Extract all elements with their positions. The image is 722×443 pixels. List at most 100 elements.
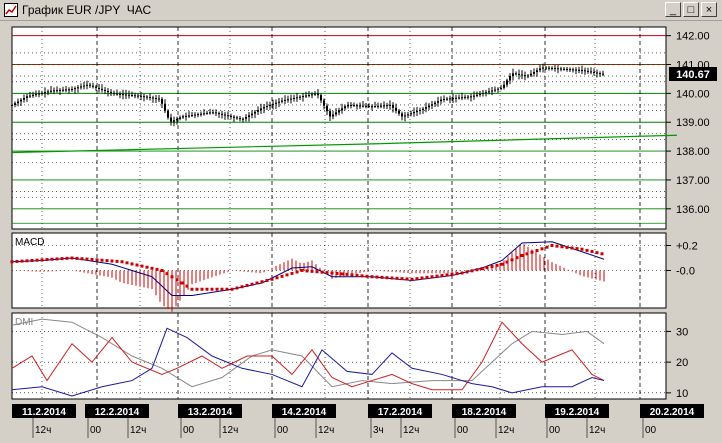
price-candle-body	[170, 117, 172, 122]
price-candle-body	[242, 118, 244, 120]
price-candle-body	[425, 107, 427, 109]
price-candle-body	[86, 84, 88, 86]
macd-signal-point	[275, 276, 279, 280]
price-candle-body	[332, 114, 334, 117]
price-candle-body	[116, 93, 118, 95]
macd-signal-point	[460, 271, 464, 275]
price-candle-body	[431, 104, 433, 106]
macd-signal-point	[15, 259, 19, 263]
price-candle-body	[539, 68, 541, 71]
price-candle-body	[230, 115, 232, 117]
macd-signal-point	[225, 287, 229, 291]
price-candle-body	[200, 113, 202, 115]
price-candle-body	[98, 87, 100, 89]
price-candle-body	[212, 112, 214, 114]
price-candle-body	[383, 105, 385, 107]
price-candle-body	[140, 95, 142, 97]
price-candle-body	[506, 80, 508, 85]
macd-signal-point	[215, 287, 219, 291]
dmi-series-line-1	[11, 321, 605, 391]
date-label: 20.2.2014	[650, 407, 695, 418]
price-candle-body	[452, 98, 454, 100]
x-axis: 11.2.2014 12.2.2014 13.2.2014 14.2.2014 17.2…	[12, 404, 704, 438]
macd-signal-point	[185, 284, 189, 288]
dmi-label: DMI	[15, 317, 33, 328]
price-candle-body	[131, 95, 133, 97]
macd-signal-point	[240, 285, 244, 289]
macd-signal-point	[280, 274, 284, 278]
price-candle-body	[299, 96, 301, 98]
price-candle-body	[236, 117, 238, 119]
macd-signal-point	[370, 275, 374, 279]
date-label: 14.2.2014	[282, 407, 327, 418]
price-candle-body	[107, 90, 109, 92]
macd-signal-point	[385, 276, 389, 280]
price-candle-body	[38, 93, 40, 95]
macd-signal-point	[580, 247, 584, 251]
price-candle-body	[119, 93, 121, 95]
macd-line	[11, 241, 605, 296]
macd-signal-point	[480, 267, 484, 271]
maximize-button[interactable]: □	[683, 2, 699, 17]
macd-signal-point	[345, 272, 349, 276]
macd-signal-point	[10, 260, 14, 264]
macd-signal-point	[425, 275, 429, 279]
price-candle-body	[476, 94, 478, 96]
price-candle-body	[563, 68, 565, 70]
macd-signal-point	[360, 274, 364, 278]
macd-signal-point	[485, 266, 489, 270]
hour-label: 12ч	[403, 425, 419, 436]
price-candle-body	[584, 70, 586, 72]
price-candle-body	[194, 114, 196, 116]
macd-signal-point	[260, 280, 264, 284]
macd-signal-point	[315, 270, 319, 274]
price-candle-body	[95, 86, 97, 88]
macd-signal-point	[70, 256, 74, 260]
price-candle-body	[269, 104, 271, 106]
price-candle-body	[434, 102, 436, 105]
price-candle-body	[518, 73, 520, 75]
price-candle-body	[29, 95, 31, 97]
price-candle-body	[134, 95, 136, 97]
price-candle-body	[197, 114, 199, 116]
macd-signal-point	[340, 272, 344, 276]
price-candle-body	[191, 115, 193, 117]
price-candle-body	[41, 92, 43, 94]
price-candle-body	[359, 105, 361, 107]
macd-signal-point	[590, 250, 594, 254]
hour-label: 12ч	[589, 425, 605, 436]
price-candle-body	[545, 67, 547, 69]
dmi-series-line-0	[11, 318, 605, 388]
date-label-box	[452, 404, 516, 418]
macd-signal-point	[120, 260, 124, 264]
macd-signal-point	[95, 258, 99, 262]
macd-signal-point	[125, 261, 129, 265]
price-candle-body	[206, 112, 208, 114]
close-button[interactable]: ×	[701, 2, 717, 17]
price-candle-body	[167, 110, 169, 118]
price-candle-body	[143, 96, 145, 98]
minimize-button[interactable]: _	[665, 2, 681, 17]
price-candle-body	[71, 89, 73, 91]
price-candle-body	[272, 103, 274, 105]
chart-area[interactable]: 140.67 142.00 141.00 140.00 139.00 138.00 137…	[0, 22, 722, 443]
price-candle-body	[260, 108, 262, 111]
date-label-box	[368, 404, 432, 418]
macd-signal-point	[245, 284, 249, 287]
macd-panel: MACD +0.2 -0.0	[10, 232, 698, 312]
macd-signal-point	[410, 277, 414, 281]
hour-label: 00	[457, 425, 469, 436]
macd-signal-point	[175, 278, 179, 282]
macd-signal-point	[375, 275, 379, 279]
macd-signal-point	[535, 249, 539, 252]
price-candle-body	[371, 106, 373, 108]
macd-signal-point	[380, 275, 384, 279]
price-candle-body	[446, 98, 448, 100]
price-tick-label: 142.00	[676, 31, 710, 43]
macd-signal-point	[290, 271, 294, 275]
price-candle-body	[65, 89, 67, 91]
macd-signal-point	[35, 258, 39, 262]
price-candle-body	[422, 108, 424, 110]
macd-signal-point	[400, 277, 404, 281]
macd-signal-point	[20, 259, 24, 263]
